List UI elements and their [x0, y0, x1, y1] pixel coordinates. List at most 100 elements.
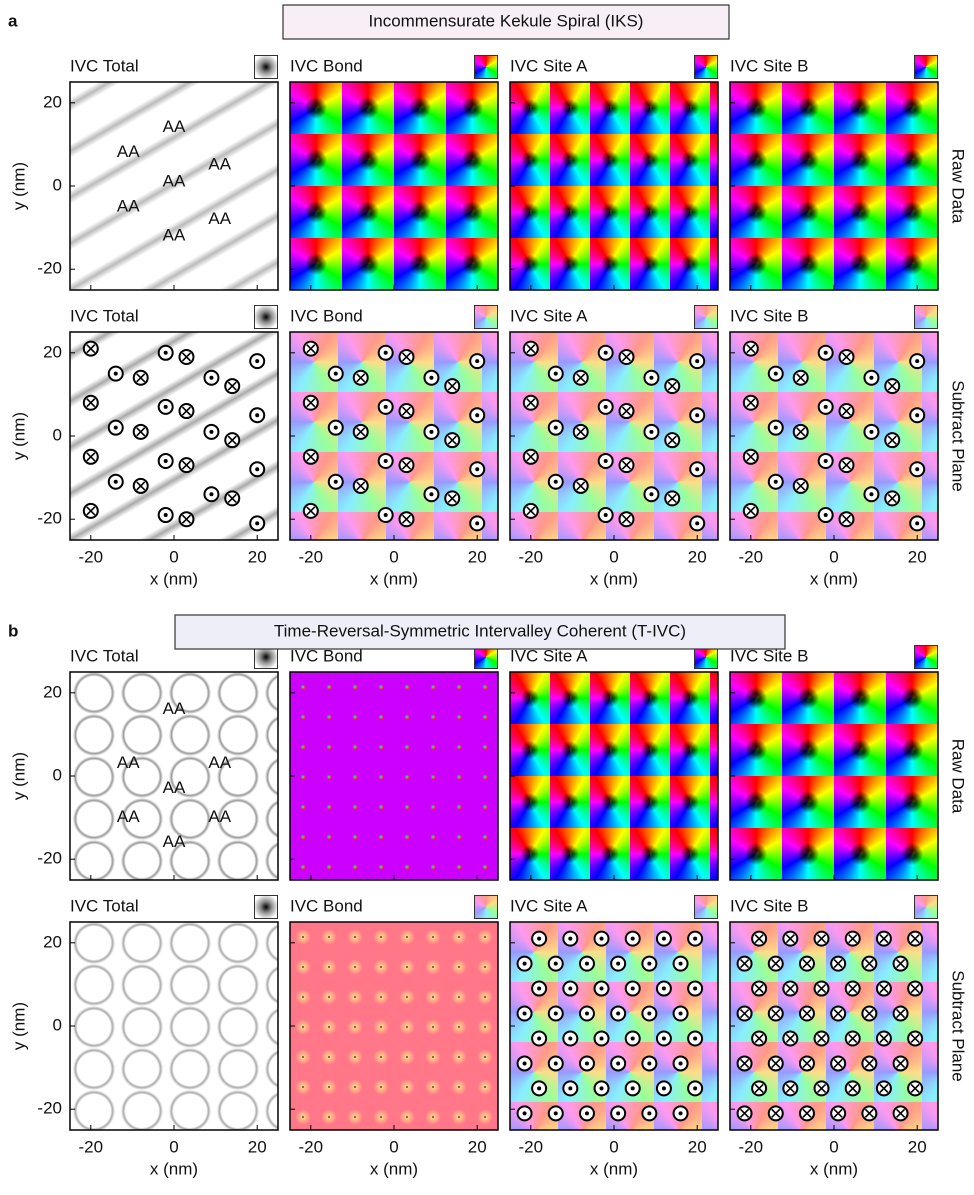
overlay: aIncommensurate Kekule Spiral (IKS)Raw D…	[0, 0, 974, 1195]
y-tick-label: 0	[53, 765, 62, 784]
panel-frame	[510, 922, 718, 1130]
vortex-dot	[616, 1061, 620, 1065]
section-label: a	[8, 11, 18, 30]
vortex-dot	[334, 426, 338, 430]
vortex-dot	[647, 1061, 651, 1065]
y-tick-label: 0	[53, 425, 62, 444]
x-axis-label: x (nm)	[150, 569, 198, 588]
vortex-dot	[649, 430, 653, 434]
vortex-dot	[164, 459, 168, 463]
vortex-dot	[662, 987, 666, 991]
annotation: AA	[208, 155, 231, 174]
panel-frame	[730, 332, 938, 540]
vortex-dot	[824, 459, 828, 463]
vortex-dot	[679, 962, 683, 966]
vortex-dot	[679, 1061, 683, 1065]
panel-title: IVC Site A	[510, 646, 588, 665]
y-tick-label: 20	[43, 342, 62, 361]
vortex-dot	[554, 1061, 558, 1065]
panel-frame	[730, 922, 938, 1130]
vortex-dot	[695, 413, 699, 417]
vortex-dot	[693, 1086, 697, 1090]
vortex-dot	[164, 513, 168, 517]
x-tick-label: 0	[389, 547, 398, 566]
y-tick-label: -20	[37, 1099, 62, 1118]
panel-title: IVC Total	[70, 306, 139, 325]
vortex-dot	[915, 413, 919, 417]
x-axis-label: x (nm)	[810, 1159, 858, 1178]
vortex-dot	[429, 376, 433, 380]
x-tick-label: 20	[468, 547, 487, 566]
x-tick-label: 20	[908, 1137, 927, 1156]
y-axis-label: y (nm)	[9, 752, 28, 800]
x-tick-label: -20	[519, 547, 544, 566]
vortex-dot	[114, 426, 118, 430]
vortex-dot	[537, 987, 541, 991]
vortex-dot	[649, 492, 653, 496]
annotation: AA	[163, 117, 186, 136]
x-tick-label: -20	[299, 1137, 324, 1156]
vortex-dot	[568, 1036, 572, 1040]
panel-frame	[290, 332, 498, 540]
vortex-dot	[662, 1036, 666, 1040]
vortex-dot	[693, 937, 697, 941]
panel-frame	[290, 82, 498, 290]
x-tick-label: -20	[739, 1137, 764, 1156]
vortex-dot	[429, 430, 433, 434]
row-label: Subtract Plane	[949, 970, 968, 1082]
x-tick-label: -20	[739, 547, 764, 566]
vortex-dot	[604, 459, 608, 463]
panel-frame	[730, 672, 938, 880]
vortex-dot	[869, 376, 873, 380]
vortex-dot	[679, 1012, 683, 1016]
vortex-dot	[475, 359, 479, 363]
x-tick-label: -20	[79, 547, 104, 566]
annotation: AA	[117, 807, 140, 826]
vortex-dot	[774, 426, 778, 430]
vortex-dot	[429, 492, 433, 496]
row-label: Raw Data	[949, 149, 968, 224]
annotation: AA	[163, 171, 186, 190]
vortex-dot	[604, 405, 608, 409]
y-axis-label: y (nm)	[9, 1002, 28, 1050]
y-tick-label: 20	[43, 932, 62, 951]
vortex-dot	[604, 351, 608, 355]
x-axis-label: x (nm)	[370, 1159, 418, 1178]
annotation: AA	[163, 778, 186, 797]
vortex-dot	[475, 467, 479, 471]
row-label: Subtract Plane	[949, 380, 968, 492]
vortex-dot	[679, 1111, 683, 1115]
annotation: AA	[208, 209, 231, 228]
vortex-dot	[693, 1036, 697, 1040]
x-tick-label: 0	[829, 1137, 838, 1156]
vortex-dot	[824, 405, 828, 409]
y-tick-label: -20	[37, 849, 62, 868]
x-tick-label: 0	[169, 1137, 178, 1156]
vortex-dot	[255, 521, 259, 525]
vortex-dot	[585, 1012, 589, 1016]
vortex-dot	[600, 937, 604, 941]
vortex-dot	[662, 1086, 666, 1090]
y-tick-label: 0	[53, 1015, 62, 1034]
x-tick-label: 20	[248, 547, 267, 566]
y-axis-label: y (nm)	[9, 412, 28, 460]
x-tick-label: 20	[468, 1137, 487, 1156]
panel-frame	[70, 332, 278, 540]
x-axis-label: x (nm)	[590, 569, 638, 588]
vortex-dot	[255, 359, 259, 363]
vortex-dot	[616, 962, 620, 966]
annotation: AA	[208, 807, 231, 826]
vortex-dot	[600, 987, 604, 991]
panel-title: IVC Bond	[290, 306, 363, 325]
row-label: Raw Data	[949, 739, 968, 814]
x-axis-label: x (nm)	[590, 1159, 638, 1178]
vortex-dot	[774, 480, 778, 484]
section-title: Time-Reversal-Symmetric Intervalley Cohe…	[274, 621, 686, 640]
x-tick-label: -20	[519, 1137, 544, 1156]
panel-title: IVC Site A	[510, 56, 588, 75]
vortex-dot	[662, 937, 666, 941]
vortex-dot	[695, 467, 699, 471]
panel-title: IVC Site B	[730, 646, 808, 665]
annotation: AA	[117, 196, 140, 215]
y-tick-label: -20	[37, 509, 62, 528]
